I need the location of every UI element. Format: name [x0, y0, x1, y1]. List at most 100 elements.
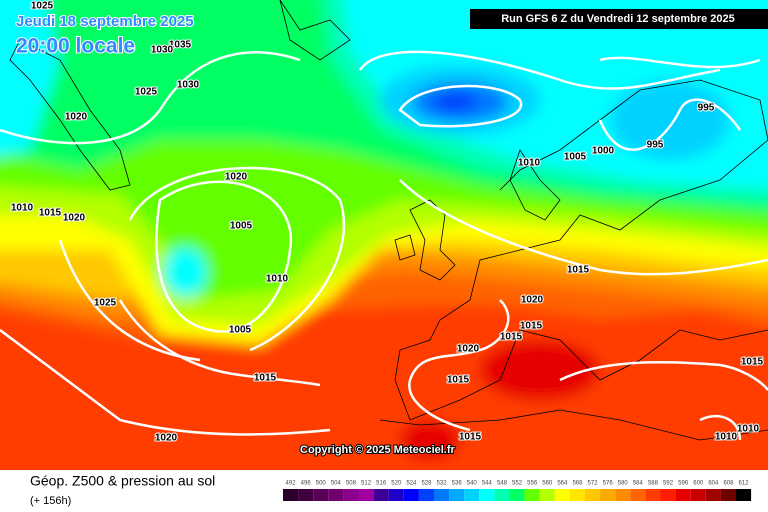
isobar-label: 1010	[266, 274, 289, 285]
isobars	[0, 50, 768, 441]
isobar-label: 1035	[169, 40, 192, 51]
scale-swatch	[434, 489, 450, 501]
isobar-label: 1030	[151, 45, 174, 56]
forecast-date: Jeudi 18 septembre 2025	[16, 13, 194, 30]
scale-swatch	[615, 489, 631, 501]
isobar-label: 1010	[737, 424, 760, 435]
run-banner	[470, 9, 768, 29]
isobar-labels: 1025103510301025103010201020101010051000…	[10, 0, 765, 445]
scale-label: 496	[301, 481, 312, 487]
isobar-label: 1015	[459, 432, 482, 443]
isobar-label: 1005	[229, 325, 252, 336]
isobar-label: 1020	[457, 344, 480, 355]
isobar-label: 1020	[155, 433, 178, 444]
scale-label: 604	[708, 481, 719, 487]
scale-swatch	[479, 489, 495, 501]
isobar-label: 1015	[39, 208, 62, 219]
scale-swatch	[736, 489, 752, 501]
scale-swatch	[554, 489, 570, 501]
scale-label: 612	[739, 481, 750, 487]
scale-label: 548	[497, 481, 508, 487]
isobar-label: 1015	[520, 321, 543, 332]
scale-label: 580	[618, 481, 629, 487]
scale-swatch	[720, 489, 736, 501]
scale-swatch	[675, 489, 691, 501]
scale-label: 552	[512, 481, 523, 487]
isobar-label: 1025	[31, 1, 54, 12]
scale-swatch	[283, 489, 299, 501]
isobar-label: 1015	[500, 332, 523, 343]
scale-label: 544	[482, 481, 493, 487]
scale-swatch	[373, 489, 389, 501]
scale-label: 596	[678, 481, 689, 487]
z500-field	[0, 0, 768, 490]
scale-swatch	[660, 489, 676, 501]
scale-label: 528	[421, 481, 432, 487]
coastlines	[9, 0, 768, 441]
scale-swatch	[313, 489, 329, 501]
scale-label: 556	[527, 481, 538, 487]
copyright: Copyright © 2025 Meteociel.fr	[300, 444, 456, 456]
scale-swatch	[569, 489, 585, 501]
run-info: Run GFS 6 Z du Vendredi 12 septembre 202…	[501, 13, 735, 25]
scale-label: 584	[633, 481, 644, 487]
scale-label: 572	[588, 481, 599, 487]
isobar-label: 1025	[94, 298, 117, 309]
scale-swatch	[690, 489, 706, 501]
scale-label: 588	[648, 481, 659, 487]
scale-swatch	[630, 489, 646, 501]
scale-label: 600	[693, 481, 704, 487]
isobar-label: 1010	[715, 432, 738, 443]
isobar-label: 1020	[63, 213, 86, 224]
scale-swatch	[358, 489, 374, 501]
footer-title: Géop. Z500 & pression au sol	[30, 473, 215, 489]
scale-swatch	[509, 489, 525, 501]
isobar-label: 995	[698, 103, 715, 114]
scale-swatch	[418, 489, 434, 501]
isobar-label: 1015	[567, 265, 590, 276]
scale-swatch	[494, 489, 510, 501]
isobar-label: 1020	[225, 172, 248, 183]
scale-swatch	[539, 489, 555, 501]
scale-swatch	[524, 489, 540, 501]
scale-label: 512	[361, 481, 372, 487]
scale-swatch	[645, 489, 661, 501]
scale-label: 608	[723, 481, 734, 487]
scale-label: 564	[557, 481, 568, 487]
forecast-time: 20:00 locale	[16, 35, 135, 58]
isobar-label: 1020	[65, 112, 88, 123]
isobar-label: 1020	[521, 295, 544, 306]
isobar-label: 995	[647, 140, 664, 151]
color-scale: 492 496 500 504 508 512 516 520 524 528 532 536 540 5…	[283, 481, 752, 501]
scale-swatch	[298, 489, 314, 501]
scale-label: 504	[331, 481, 342, 487]
scale-swatch	[449, 489, 465, 501]
scale-swatch	[600, 489, 616, 501]
scale-label: 500	[316, 481, 327, 487]
lead-time: (+ 156h)	[30, 495, 71, 507]
scale-label: 568	[572, 481, 583, 487]
scale-label: 524	[406, 481, 417, 487]
scale-swatch	[464, 489, 480, 501]
scale-label: 536	[452, 481, 463, 487]
scale-label: 532	[437, 481, 448, 487]
scale-label: 516	[376, 481, 387, 487]
isobar-label: 1015	[254, 373, 277, 384]
scale-label: 520	[391, 481, 402, 487]
scale-swatch	[328, 489, 344, 501]
isobar-label: 1015	[447, 375, 470, 386]
scale-swatch	[403, 489, 419, 501]
scale-swatch	[585, 489, 601, 501]
scale-label: 540	[467, 481, 478, 487]
isobar-label: 1005	[230, 221, 253, 232]
scale-label: 492	[286, 481, 297, 487]
isobar-label: 1030	[177, 80, 200, 91]
isobar-label: 1005	[564, 152, 587, 163]
scale-swatch	[388, 489, 404, 501]
isobar-label: 1025	[135, 87, 158, 98]
scale-label: 508	[346, 481, 357, 487]
scale-label: 592	[663, 481, 674, 487]
scale-label: 576	[603, 481, 614, 487]
isobar-label: 1015	[741, 357, 764, 368]
